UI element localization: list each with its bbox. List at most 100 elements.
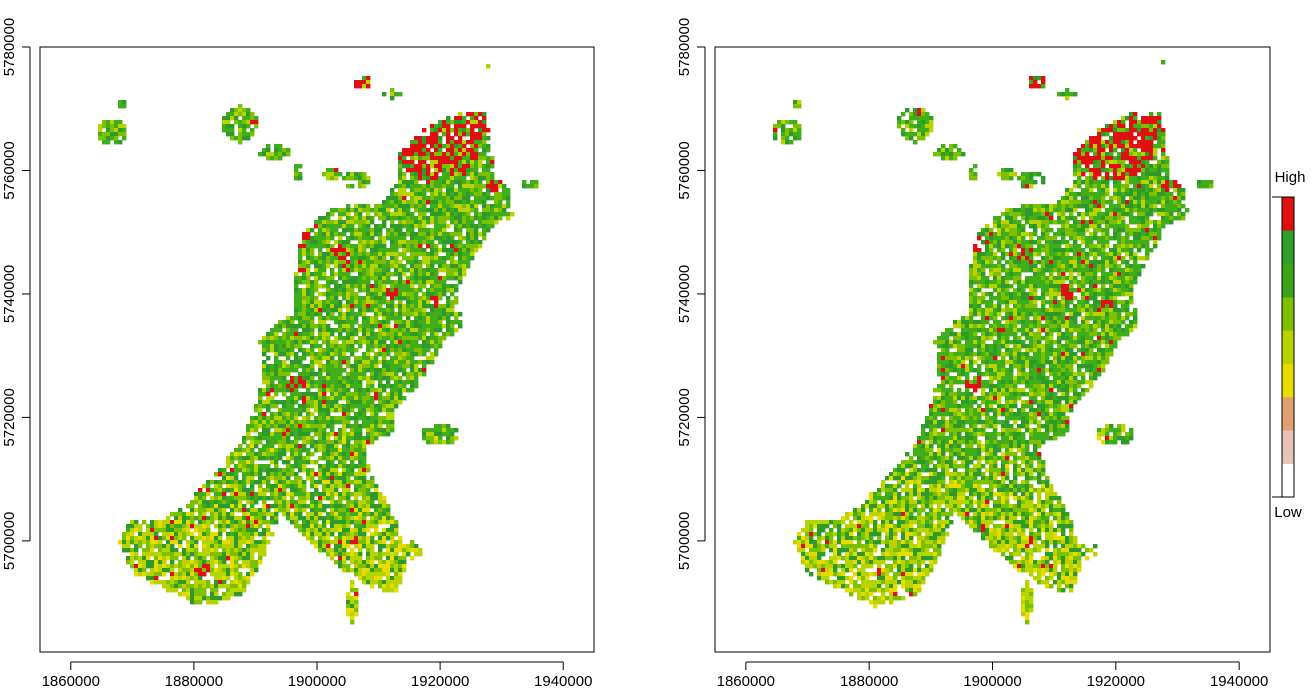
raster-cell bbox=[294, 408, 299, 413]
raster-cell bbox=[366, 212, 371, 217]
raster-cell bbox=[270, 368, 275, 373]
raster-cell bbox=[358, 376, 363, 381]
raster-cell bbox=[322, 316, 327, 321]
raster-cell bbox=[362, 180, 367, 185]
raster-cell bbox=[230, 524, 235, 529]
raster-cell bbox=[1113, 188, 1118, 193]
raster-cell bbox=[1133, 192, 1138, 197]
raster-cell bbox=[434, 168, 439, 173]
raster-cell bbox=[190, 584, 195, 589]
raster-cell bbox=[174, 564, 179, 569]
raster-cell bbox=[358, 548, 363, 553]
raster-cell bbox=[1109, 148, 1114, 153]
raster-cell bbox=[226, 124, 231, 129]
raster-cell bbox=[298, 384, 303, 389]
raster-cell bbox=[390, 420, 395, 425]
raster-cell bbox=[226, 116, 231, 121]
raster-cell bbox=[458, 280, 463, 285]
raster-cell bbox=[474, 164, 479, 169]
raster-cell bbox=[406, 308, 411, 313]
raster-cell bbox=[342, 560, 347, 565]
raster-cell bbox=[394, 252, 399, 257]
raster-cell bbox=[402, 220, 407, 225]
raster-cell bbox=[174, 516, 179, 521]
raster-cell bbox=[450, 176, 455, 181]
raster-cell bbox=[258, 408, 263, 413]
raster-cell bbox=[242, 512, 247, 517]
raster-cell bbox=[354, 412, 359, 417]
raster-cell bbox=[478, 128, 483, 133]
raster-cell bbox=[274, 464, 279, 469]
raster-cell bbox=[342, 296, 347, 301]
raster-cell bbox=[366, 244, 371, 249]
raster-cell bbox=[270, 440, 275, 445]
raster-cell bbox=[430, 332, 435, 337]
raster-cell bbox=[282, 460, 287, 465]
raster-cell bbox=[218, 596, 223, 601]
raster-cell bbox=[446, 316, 451, 321]
raster-cell bbox=[334, 408, 339, 413]
raster-cell bbox=[394, 556, 399, 561]
raster-cell bbox=[266, 488, 271, 493]
raster-cell bbox=[246, 488, 251, 493]
raster-cell bbox=[1073, 192, 1078, 197]
raster-cell bbox=[342, 468, 347, 473]
raster-cell bbox=[386, 232, 391, 237]
raster-cell bbox=[442, 336, 447, 341]
raster-cell bbox=[266, 148, 271, 153]
raster-cell bbox=[1093, 152, 1098, 157]
raster-cell bbox=[286, 424, 291, 429]
raster-cell bbox=[262, 456, 267, 461]
raster-cell bbox=[338, 316, 343, 321]
raster-cell bbox=[382, 396, 387, 401]
raster-cell bbox=[238, 488, 243, 493]
raster-cell bbox=[350, 256, 355, 261]
raster-cell bbox=[234, 488, 239, 493]
raster-cell bbox=[306, 492, 311, 497]
raster-cell bbox=[422, 332, 427, 337]
raster-cell bbox=[354, 400, 359, 405]
raster-cell bbox=[214, 588, 219, 593]
raster-cell bbox=[294, 360, 299, 365]
raster-cell bbox=[434, 204, 439, 209]
raster-cell bbox=[258, 456, 263, 461]
raster-cell bbox=[310, 532, 315, 537]
raster-cell bbox=[334, 452, 339, 457]
raster-cell bbox=[418, 548, 423, 553]
raster-cell bbox=[446, 176, 451, 181]
raster-cell bbox=[270, 380, 275, 385]
raster-cell bbox=[905, 108, 910, 113]
raster-cell bbox=[334, 528, 339, 533]
raster-cell bbox=[178, 592, 183, 597]
raster-cell bbox=[378, 576, 383, 581]
raster-cell bbox=[366, 544, 371, 549]
raster-cell bbox=[110, 124, 115, 129]
raster-cell bbox=[342, 520, 347, 525]
raster-cell bbox=[398, 396, 403, 401]
raster-cell bbox=[422, 436, 427, 441]
raster-cell bbox=[430, 304, 435, 309]
raster-cell bbox=[358, 476, 363, 481]
raster-cell bbox=[262, 352, 267, 357]
raster-cell bbox=[446, 268, 451, 273]
raster-cell bbox=[905, 132, 910, 137]
raster-cell bbox=[378, 268, 383, 273]
raster-cell bbox=[286, 348, 291, 353]
raster-cell bbox=[1089, 192, 1094, 197]
raster-cell bbox=[398, 252, 403, 257]
raster-cell bbox=[410, 388, 415, 393]
raster-cell bbox=[442, 212, 447, 217]
raster-cell bbox=[218, 552, 223, 557]
raster-cell bbox=[1149, 192, 1154, 197]
raster-cell bbox=[342, 248, 347, 253]
raster-cell bbox=[370, 360, 375, 365]
raster-cell bbox=[250, 116, 255, 121]
raster-cell bbox=[789, 132, 794, 137]
raster-cell bbox=[438, 336, 443, 341]
raster-cell bbox=[350, 552, 355, 557]
raster-cell bbox=[282, 332, 287, 337]
raster-cell bbox=[406, 260, 411, 265]
raster-cell bbox=[310, 460, 315, 465]
raster-cell bbox=[1153, 172, 1158, 177]
raster-cell bbox=[362, 436, 367, 441]
